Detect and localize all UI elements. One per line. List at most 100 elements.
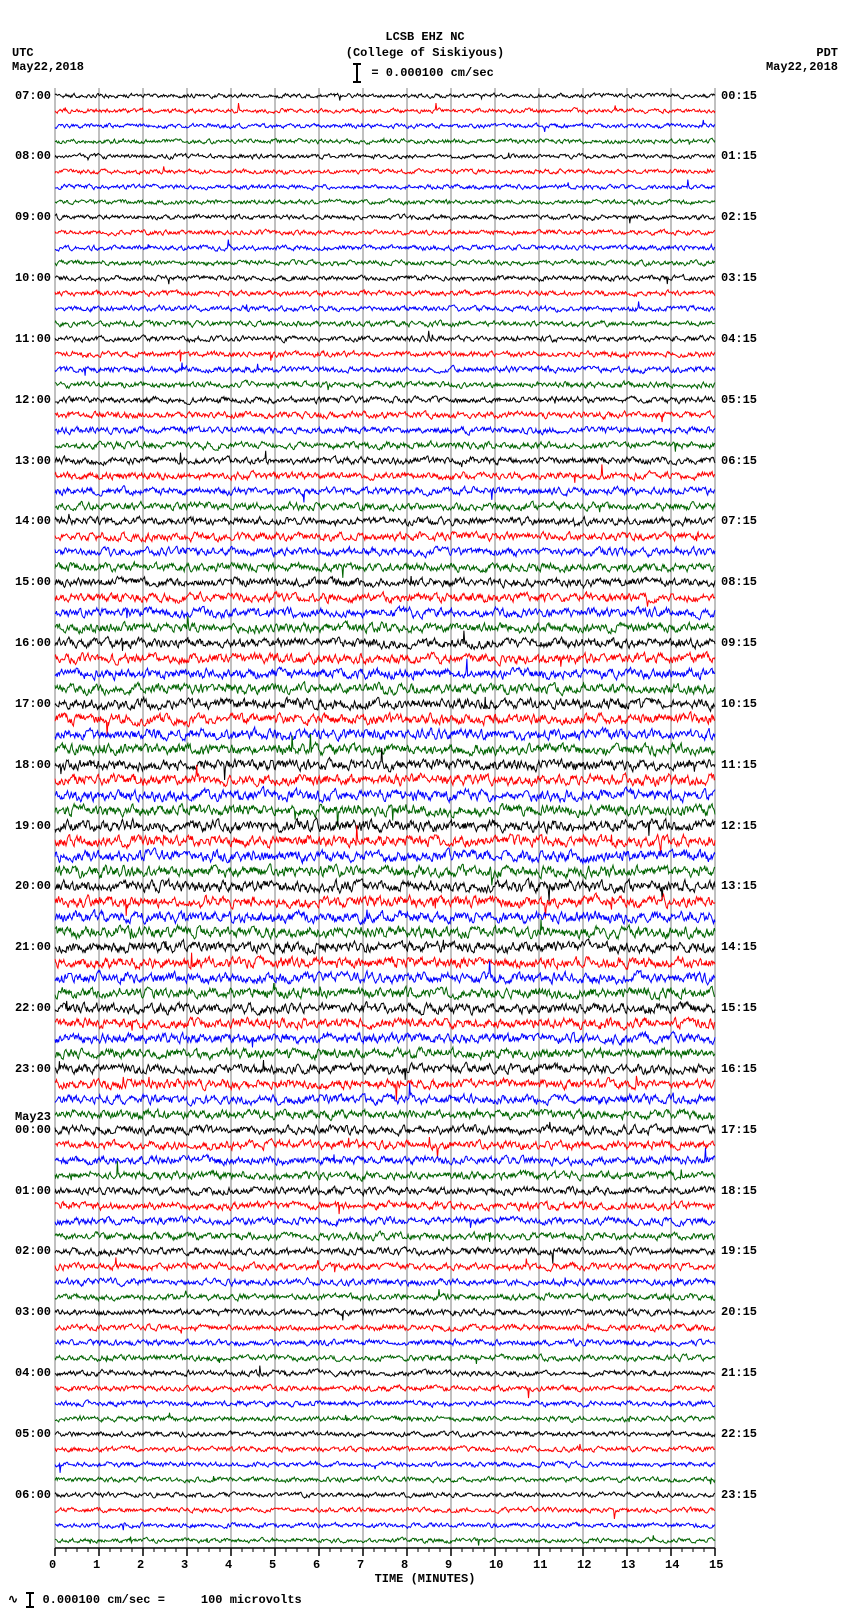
right-time-label: 18:15: [721, 1184, 757, 1198]
seismic-trace: [55, 910, 715, 925]
seismic-trace: [55, 441, 715, 452]
seismic-trace: [55, 199, 715, 205]
left-time-label: 07:00: [8, 89, 51, 103]
seismic-trace: [55, 1324, 715, 1334]
right-time-label: 09:15: [721, 636, 757, 650]
footer-tilde: ∿: [8, 1593, 18, 1607]
right-time-label: 19:15: [721, 1244, 757, 1258]
xaxis-tick-label: 12: [577, 1558, 591, 1572]
seismic-trace: [55, 1354, 715, 1364]
seismic-trace: [55, 464, 715, 482]
right-time-label: 16:15: [721, 1062, 757, 1076]
left-time-label: 18:00: [8, 758, 51, 772]
seismic-trace: [55, 240, 715, 252]
seismic-trace: [55, 120, 715, 132]
xaxis-tick-label: 1: [93, 1558, 100, 1572]
seismic-trace: [55, 983, 715, 1000]
right-time-label: 22:15: [721, 1427, 757, 1441]
footer-mid: 0.000100 cm/sec =: [42, 1593, 164, 1607]
left-time-label: 20:00: [8, 879, 51, 893]
seismic-trace: [55, 606, 715, 620]
left-time-label: 23:00: [8, 1062, 51, 1076]
seismic-trace: [55, 546, 715, 558]
left-time-label: 21:00: [8, 940, 51, 954]
station-title: LCSB EHZ NC: [0, 30, 850, 44]
seismic-trace: [55, 953, 715, 970]
right-time-label: 13:15: [721, 879, 757, 893]
seismic-trace: [55, 93, 715, 101]
xaxis-tick-label: 2: [137, 1558, 144, 1572]
seismogram-plot: [55, 88, 715, 1548]
right-time-label: 00:15: [721, 89, 757, 103]
xaxis-tick-label: 0: [49, 1558, 56, 1572]
seismic-trace: [55, 1186, 715, 1196]
xaxis-tick-label: 11: [533, 1558, 547, 1572]
xaxis-tick-label: 4: [225, 1558, 232, 1572]
left-time-label: 08:00: [8, 149, 51, 163]
right-time-label: 12:15: [721, 819, 757, 833]
xaxis-label: TIME (MINUTES): [0, 1572, 850, 1586]
seismic-trace: [55, 864, 715, 886]
seismic-trace: [55, 103, 715, 114]
seismic-trace: [55, 818, 715, 836]
seismic-trace: [55, 616, 715, 633]
scale-bar-text: = 0.000100 cm/sec: [371, 66, 493, 80]
left-time-label: 12:00: [8, 393, 51, 407]
right-time-label: 01:15: [721, 149, 757, 163]
seismic-trace: [55, 878, 715, 901]
seismic-trace: [55, 426, 715, 435]
seismic-trace: [55, 1413, 715, 1423]
left-timezone: UTC: [12, 46, 34, 60]
seismic-trace: [55, 1366, 715, 1377]
right-time-label: 20:15: [721, 1305, 757, 1319]
seismic-trace: [55, 411, 715, 423]
seismic-trace: [55, 1247, 715, 1264]
xaxis-tick-label: 6: [313, 1558, 320, 1572]
seismic-trace: [55, 939, 715, 954]
xaxis-tick-label: 9: [445, 1558, 452, 1572]
seismic-trace: [55, 531, 715, 542]
right-time-label: 11:15: [721, 758, 757, 772]
seismic-trace: [55, 138, 715, 144]
date-break-label: May23: [8, 1110, 51, 1124]
seismic-trace: [55, 1109, 715, 1121]
seismic-trace: [55, 1461, 715, 1473]
seismic-trace: [55, 1535, 715, 1545]
left-time-label: 05:00: [8, 1427, 51, 1441]
footer-bar-icon: [29, 1593, 31, 1607]
xaxis-tick-label: 13: [621, 1558, 635, 1572]
seismic-trace: [55, 631, 715, 651]
seismic-trace: [55, 1491, 715, 1498]
right-time-label: 08:15: [721, 575, 757, 589]
seismic-trace: [55, 275, 715, 285]
xaxis-tick-label: 7: [357, 1558, 364, 1572]
right-time-label: 17:15: [721, 1123, 757, 1137]
left-time-label: 17:00: [8, 697, 51, 711]
left-time-label: 04:00: [8, 1366, 51, 1380]
seismogram-page: LCSB EHZ NC (College of Siskiyous) UTC M…: [0, 0, 850, 1613]
seismic-trace: [55, 682, 715, 696]
seismic-trace: [55, 331, 715, 343]
left-time-label: 16:00: [8, 636, 51, 650]
seismic-trace: [55, 1278, 715, 1287]
xaxis-tick-label: 5: [269, 1558, 276, 1572]
seismic-trace: [55, 1257, 715, 1272]
left-time-label: 00:00: [8, 1123, 51, 1137]
right-time-label: 02:15: [721, 210, 757, 224]
seismic-trace: [55, 501, 715, 512]
seismic-trace: [55, 1060, 715, 1080]
seismic-trace: [55, 363, 715, 376]
footer-right: 100 microvolts: [201, 1593, 302, 1607]
left-time-label: 13:00: [8, 454, 51, 468]
seismic-trace: [55, 1216, 715, 1228]
seismic-trace: [55, 1476, 715, 1484]
seismic-trace: [55, 486, 715, 503]
seismic-trace: [55, 1017, 715, 1030]
seismic-trace: [55, 1400, 715, 1407]
seismic-trace: [55, 727, 715, 741]
left-time-label: 11:00: [8, 332, 51, 346]
seismic-trace: [55, 1308, 715, 1320]
seismic-trace: [55, 787, 715, 803]
seismic-trace: [55, 562, 715, 578]
seismic-trace: [55, 214, 715, 223]
